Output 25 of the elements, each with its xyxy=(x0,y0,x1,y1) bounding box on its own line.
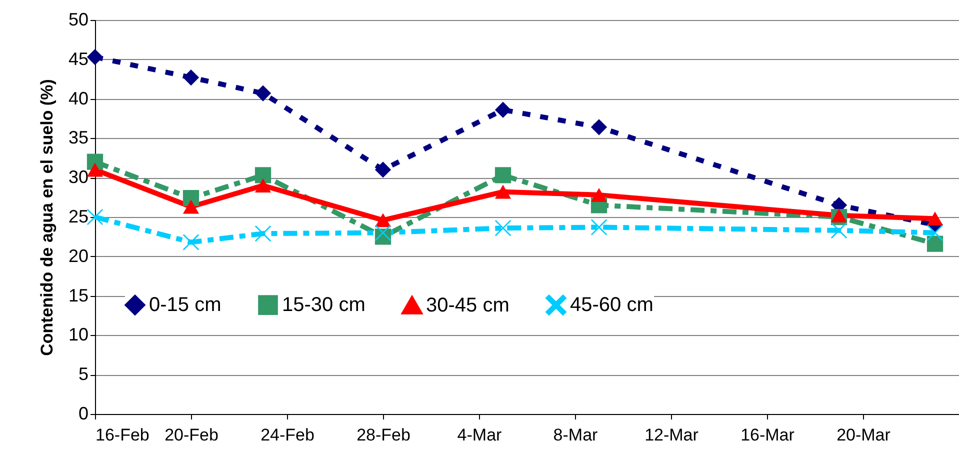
legend-label: 15-30 cm xyxy=(282,294,366,316)
y-tick-label: 35 xyxy=(68,128,88,148)
y-tick-label: 0 xyxy=(78,404,88,424)
legend-label: 30-45 cm xyxy=(426,294,510,317)
x-tick-label: 20-Feb xyxy=(164,426,218,444)
y-tick-label: 40 xyxy=(68,88,88,108)
y-tick-label: 20 xyxy=(68,246,88,266)
y-tick-label: 10 xyxy=(68,324,88,345)
x-tick-label: 24-Feb xyxy=(260,426,314,444)
x-tick-label: 20-Mar xyxy=(836,426,891,444)
y-axis-title: Contenido de agua en el suelo (%) xyxy=(37,79,56,356)
legend-label: 0-15 cm xyxy=(149,294,222,316)
y-tick-label: 25 xyxy=(68,206,88,226)
legend-label: 45-60 cm xyxy=(570,294,654,316)
x-tick-label: 4-Mar xyxy=(457,426,502,444)
x-tick-label: 8-Mar xyxy=(553,426,598,444)
y-tick-label: 5 xyxy=(78,364,88,384)
y-tick-label: 30 xyxy=(68,167,88,188)
y-tick-label: 50 xyxy=(68,10,88,30)
x-tick-label: 16-Feb xyxy=(96,426,150,444)
x-tick-label: 28-Feb xyxy=(356,426,410,444)
y-tick-label: 45 xyxy=(68,48,88,69)
y-tick-label: 15 xyxy=(68,285,88,306)
x-tick-label: 16-Mar xyxy=(740,426,795,444)
x-tick-label: 12-Mar xyxy=(644,426,699,444)
